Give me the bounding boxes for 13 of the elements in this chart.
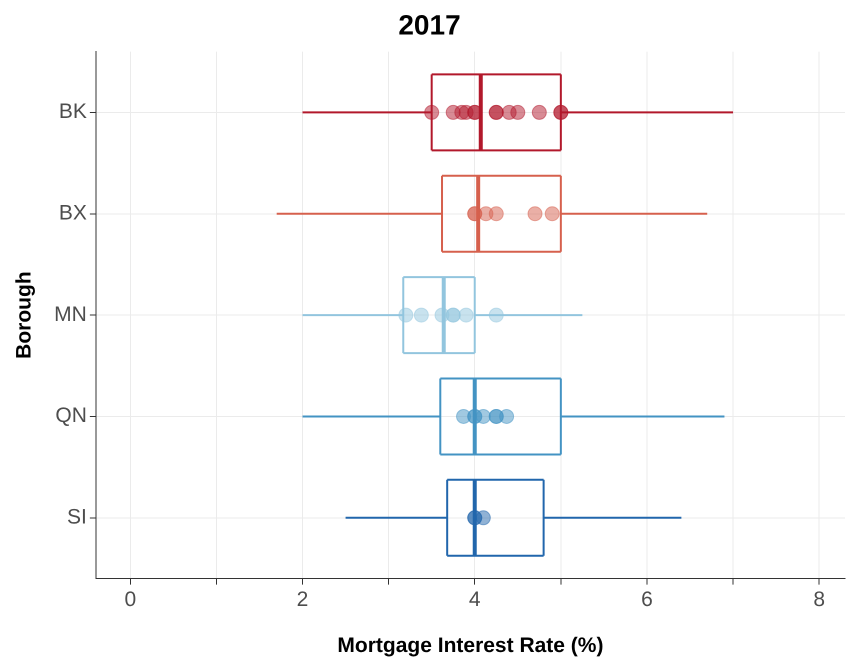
chart-title: 2017 [398, 10, 461, 41]
y-tick-label: BK [58, 100, 87, 124]
y-tick-label: MN [54, 302, 87, 326]
x-tick-label: 2 [296, 588, 308, 611]
y-tick-label: SI [67, 506, 87, 529]
y-axis-title: Borough [12, 271, 36, 359]
y-tick-label: BX [58, 202, 87, 225]
x-tick-label: 8 [813, 588, 826, 611]
x-axis-title: Mortgage Interest Rate (%) [337, 634, 604, 658]
x-tick-label: 6 [641, 588, 653, 611]
y-tick-label: QN [55, 404, 87, 428]
x-tick-label: 0 [124, 588, 136, 611]
x-tick-label: 4 [468, 588, 481, 611]
